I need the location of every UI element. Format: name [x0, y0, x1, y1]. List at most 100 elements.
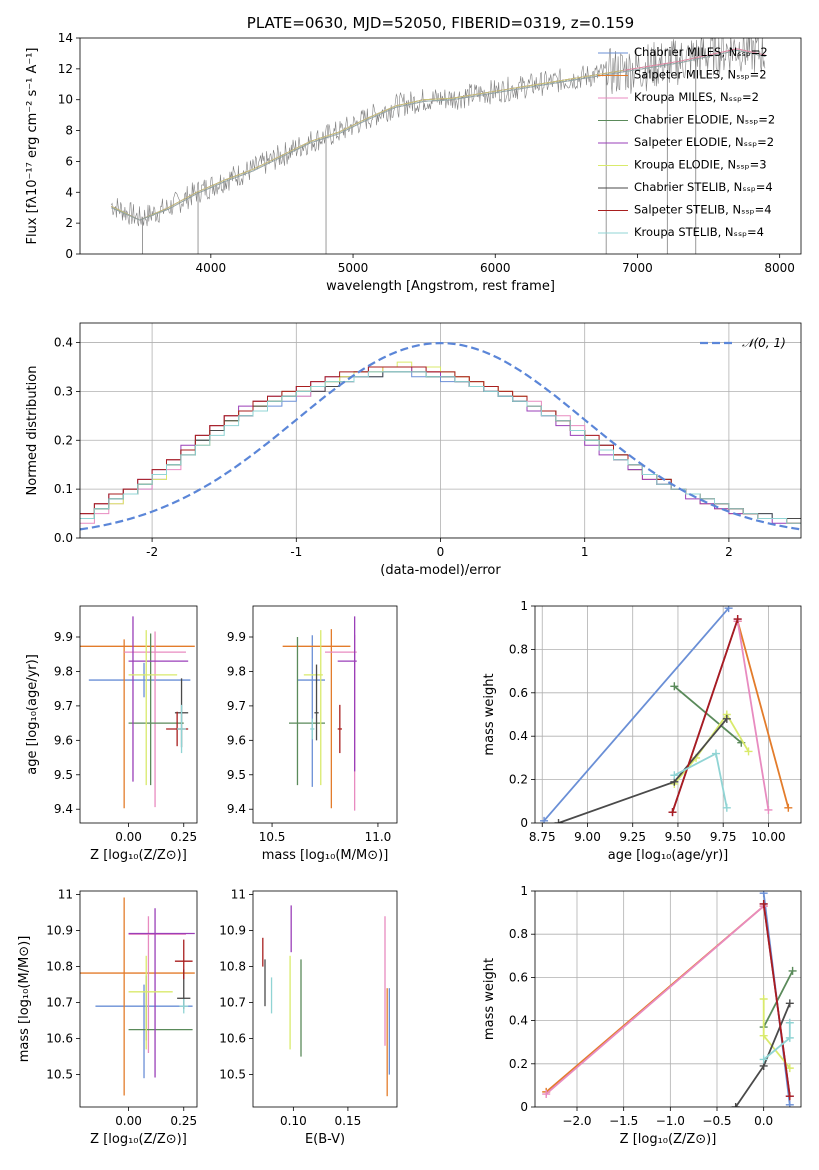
legend-label: Salpeter STELIB, Nₛₛₚ=4: [634, 203, 772, 217]
axes-frame: [79, 322, 802, 539]
y-tick-label: 9.9: [227, 630, 246, 644]
weight-line-0: [543, 607, 730, 822]
plot-area-1: [80, 323, 801, 538]
chart-title: PLATE=0630, MJD=52050, FIBERID=0319, z=0…: [247, 14, 634, 32]
axes-frame: [79, 605, 198, 824]
errorbar-5: [128, 630, 178, 786]
y-tick-label: 9.4: [227, 802, 246, 816]
weight-marker: [785, 1033, 794, 1042]
y-tick-label: 0.4: [54, 336, 73, 350]
y-tick-label: 0: [520, 816, 528, 830]
y-tick-label: 0.4: [509, 1014, 528, 1028]
axes-frame: [534, 890, 802, 1108]
model-line-5: [111, 70, 624, 221]
x-tick-label: 5000: [338, 261, 369, 275]
axes-4: 8.75 9.00 9.25 9.50 9.75 10.00 0 0.2 0.4 0.6 0.8 1 a…: [482, 599, 802, 863]
weight-marker: [759, 1055, 768, 1064]
y-tick-label: 0.4: [509, 729, 528, 743]
errorbar-3: [289, 637, 325, 786]
axes-frame: [252, 890, 398, 1108]
y-tick-label: 10.6: [219, 1032, 246, 1046]
y-tick-label: 11: [231, 888, 246, 902]
y-tick-label: 0.2: [54, 433, 73, 447]
y-axis-label: Normed distribution: [25, 366, 40, 496]
y-tick-label: 10.8: [46, 960, 73, 974]
model-line-8: [111, 49, 766, 221]
y-tick-label: 0.1: [54, 482, 73, 496]
x-tick-label: 6000: [480, 261, 511, 275]
weight-line-2: [545, 905, 765, 1095]
weight-marker: [711, 749, 720, 758]
y-tick-label: 0.6: [509, 970, 528, 984]
weight-line-2: [736, 621, 770, 811]
y-tick-label: 9.4: [54, 802, 73, 816]
weight-marker: [554, 819, 563, 823]
y-tick-label: 9.6: [227, 733, 246, 747]
x-axis-label: Z [log₁₀(Z/Z⊙)]: [90, 1132, 187, 1147]
y-tick-label: 10: [58, 93, 73, 107]
legend: Chabrier MILES, Nₛₛₚ=2 Salpeter MILES, Nₛ…: [598, 45, 775, 239]
plot-area-7: [535, 891, 801, 1107]
x-tick-label: 0: [437, 545, 445, 559]
axes-7: −2.0 −1.5 −1.0 −0.5 0.0 0 0.2 0.4 0.6 0.8 1 Z [log₁…: [482, 884, 802, 1147]
errorbar-3: [128, 975, 193, 1041]
weight-marker: [764, 805, 773, 814]
errorbar-1: [80, 639, 195, 809]
y-tick-label: 0.6: [509, 686, 528, 700]
plot-area-5: [80, 897, 195, 1096]
x-tick-label: 2: [725, 545, 733, 559]
x-tick-label: 0.15: [335, 1114, 362, 1128]
axes-1: -2 -1 0 1 2 0.0 0.1 0.2 0.3 0.4 (data-model)/error…: [25, 322, 802, 578]
errorbar-3: [128, 633, 184, 786]
errorbar-5: [303, 630, 323, 786]
y-tick-label: 9.8: [54, 664, 73, 678]
y-tick-label: 2: [65, 216, 73, 230]
x-tick-label: 11.0: [365, 830, 392, 844]
errorbar-7: [337, 704, 342, 754]
y-tick-label: 10.9: [219, 924, 246, 938]
data-spectrum-line: [111, 38, 766, 227]
y-axis-label: mass [log₁₀(M/M⊙)]: [17, 936, 32, 1063]
errorbar-0: [88, 662, 191, 698]
y-tick-label: 9.5: [227, 768, 246, 782]
x-tick-label: 0.25: [170, 1114, 197, 1128]
y-tick-label: 10.6: [46, 1032, 73, 1046]
model-line-4: [111, 70, 624, 221]
legend-label: Salpeter MILES, Nₛₛₚ=2: [634, 68, 767, 82]
y-tick-label: 10.7: [46, 996, 73, 1010]
model-line-3: [111, 70, 624, 221]
weight-marker: [722, 714, 731, 723]
weight-marker: [724, 606, 733, 613]
legend-label: Chabrier ELODIE, Nₛₛₚ=2: [634, 113, 775, 127]
x-tick-label: -1: [290, 545, 302, 559]
legend-label: Kroupa STELIB, Nₛₛₚ=4: [634, 225, 764, 239]
x-tick-label: 9.50: [665, 830, 692, 844]
errorbar-4: [128, 908, 195, 1078]
x-tick-label: 7000: [622, 261, 653, 275]
y-tick-label: 10.9: [46, 924, 73, 938]
y-tick-label: 1: [520, 884, 528, 898]
x-axis-label: Z [log₁₀(Z/Z⊙)]: [620, 1132, 717, 1147]
weight-marker: [668, 808, 677, 817]
x-tick-label: 8000: [764, 261, 795, 275]
errorbar-4: [337, 616, 357, 772]
plot-area-3: [282, 616, 357, 811]
x-tick-label: -2: [146, 545, 158, 559]
y-tick-label: 6: [65, 154, 73, 168]
errorbar-1: [282, 629, 351, 809]
weight-marker: [542, 1090, 551, 1099]
weight-line-3: [762, 970, 794, 1028]
legend-label: Salpeter ELODIE, Nₛₛₚ=2: [634, 135, 774, 149]
x-tick-label: 9.75: [710, 830, 737, 844]
weight-marker: [722, 803, 731, 812]
weight-marker: [784, 803, 793, 812]
weight-marker: [785, 999, 794, 1008]
weight-marker: [785, 1064, 794, 1073]
y-tick-label: 9.7: [54, 699, 73, 713]
x-axis-label: (data-model)/error: [380, 563, 501, 578]
legend-label: Chabrier STELIB, Nₛₛₚ=4: [634, 180, 773, 194]
y-tick-label: 0: [65, 247, 73, 261]
y-axis-label: mass weight: [482, 673, 497, 755]
weight-marker: [788, 966, 797, 975]
